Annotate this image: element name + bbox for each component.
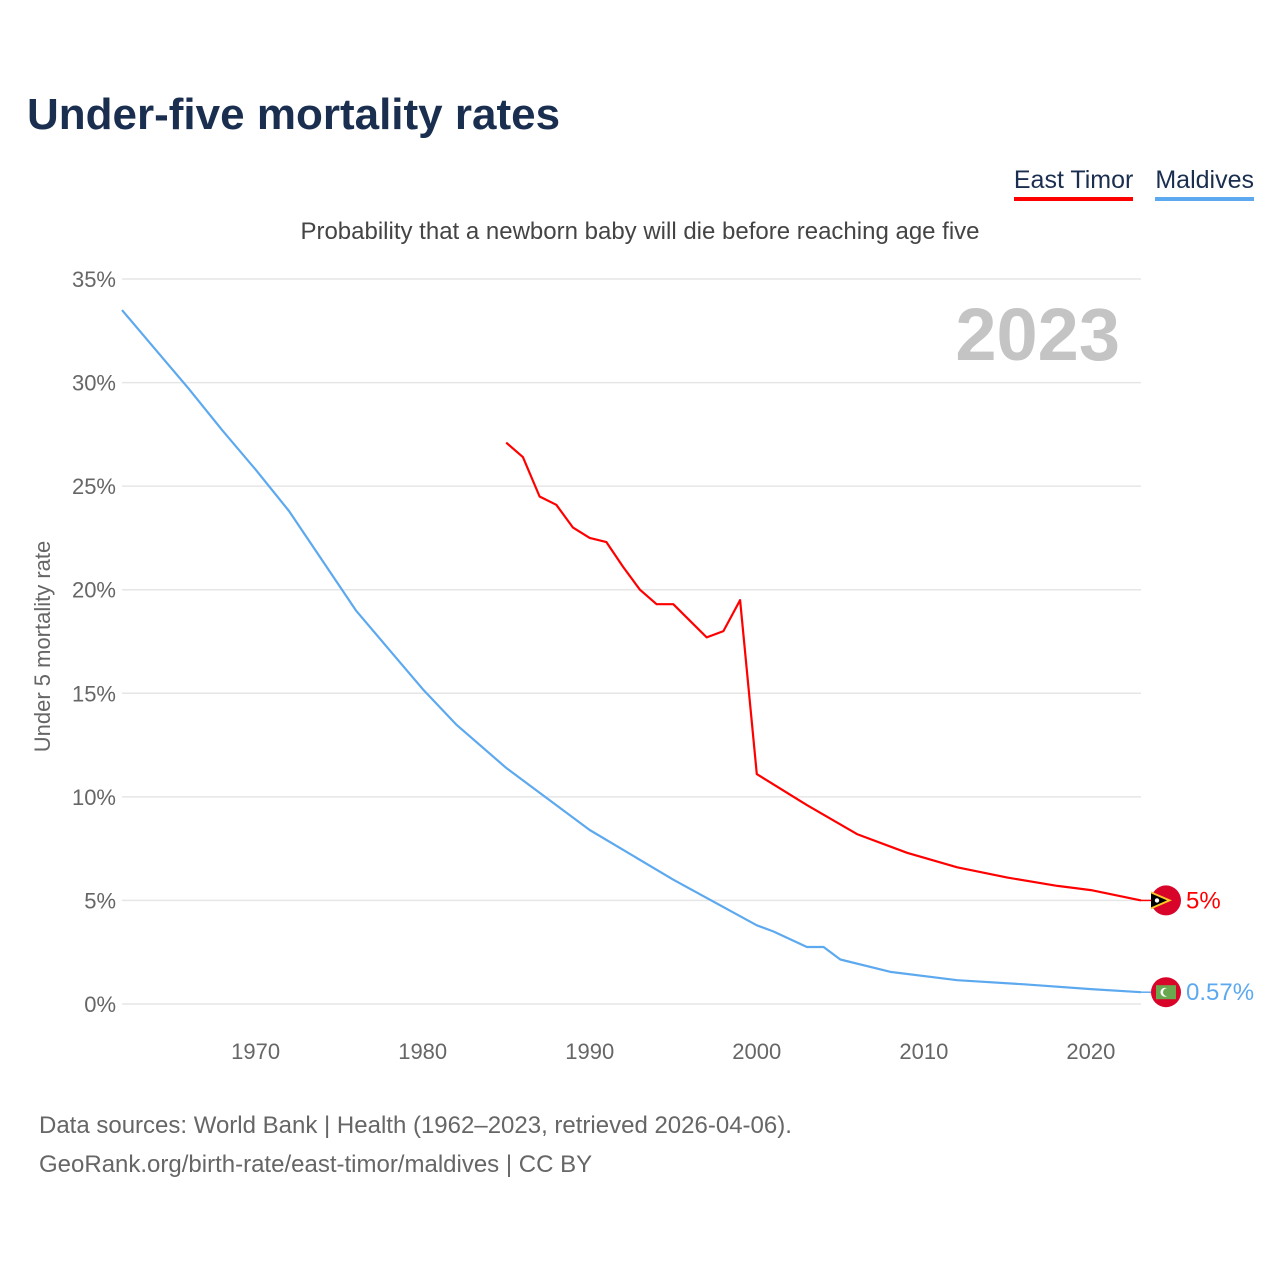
source-link[interactable]: GeoRank.org/birth-rate/east-timor/maldiv…: [39, 1151, 593, 1178]
flag-crescent-icon: [1163, 988, 1171, 997]
flag-star-icon: [1154, 898, 1160, 903]
series-line-east-timor: [505, 441, 1142, 902]
series-line-maldives: [121, 309, 1142, 994]
legend-item-maldives[interactable]: Maldives: [1155, 166, 1254, 201]
y-tick-label: 5%: [84, 888, 116, 913]
y-tick-label: 35%: [72, 267, 116, 292]
x-tick-label: 2020: [1066, 1039, 1115, 1064]
y-tick-label: 30%: [72, 371, 116, 396]
end-value-label: 0.57%: [1186, 979, 1254, 1006]
x-tick-label: 2010: [899, 1039, 948, 1064]
y-tick-label: 0%: [84, 992, 116, 1017]
footer: Data sources: World Bank | Health (1962–…: [39, 1106, 792, 1184]
y-tick-label: 15%: [72, 681, 116, 706]
chart-subtitle: Probability that a newborn baby will die…: [300, 218, 980, 245]
legend: East Timor Maldives: [1013, 166, 1254, 201]
x-tick-label: 2000: [732, 1039, 781, 1064]
y-axis-label: Under 5 mortality rate: [30, 541, 55, 753]
y-tick-label: 20%: [72, 578, 116, 603]
x-tick-label: 1970: [231, 1039, 280, 1064]
y-tick-label: 25%: [72, 474, 116, 499]
end-value-label: 5%: [1186, 887, 1221, 914]
y-tick-label: 10%: [72, 785, 116, 810]
chart-title: Under-five mortality rates: [27, 90, 561, 139]
year-label: 2023: [955, 293, 1120, 376]
x-tick-label: 1990: [565, 1039, 614, 1064]
data-sources: Data sources: World Bank | Health (1962–…: [39, 1112, 792, 1139]
legend-item-east-timor[interactable]: East Timor: [1013, 166, 1134, 201]
x-tick-label: 1980: [398, 1039, 447, 1064]
